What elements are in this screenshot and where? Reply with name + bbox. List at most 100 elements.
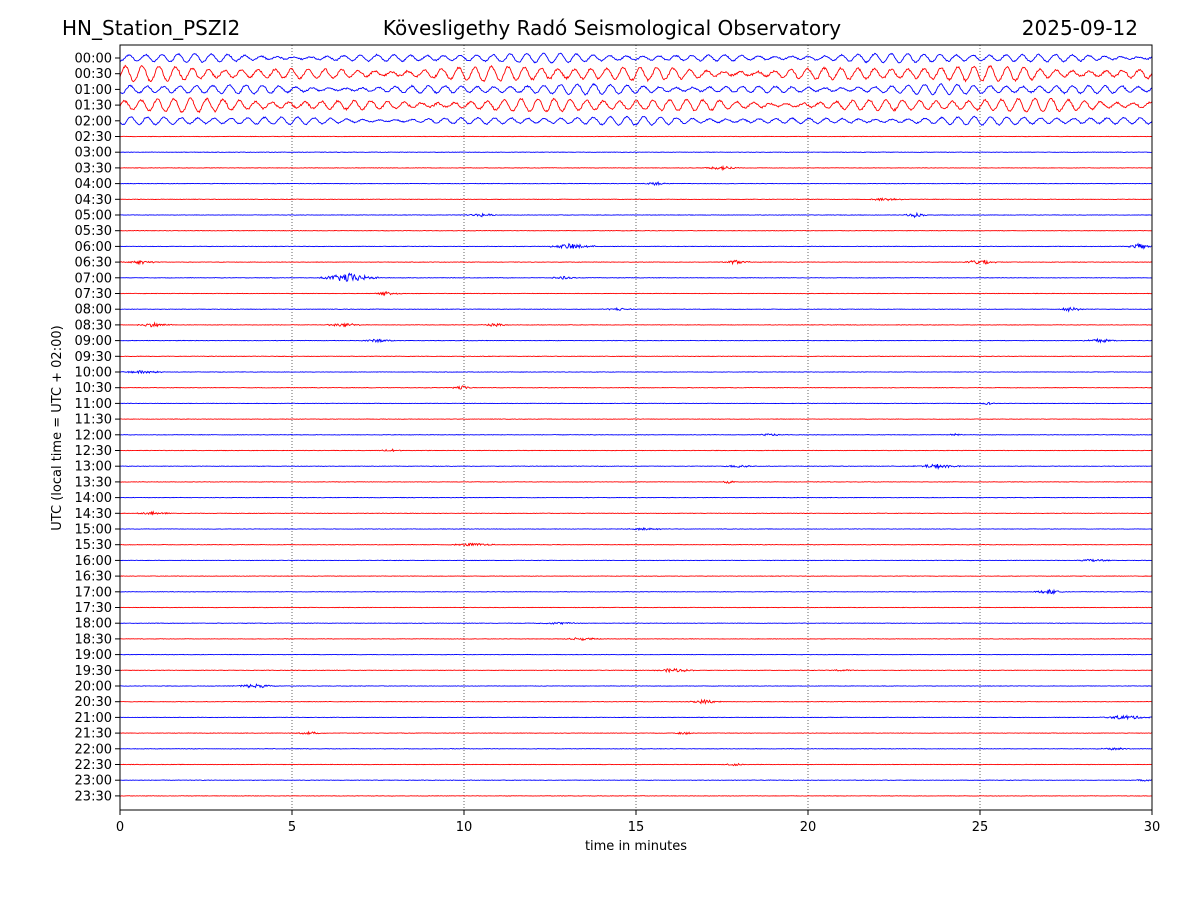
y-tick-label: 17:00 xyxy=(75,585,112,600)
y-tick-label: 14:30 xyxy=(75,507,112,522)
y-axis-label: UTC (local time = UTC + 02:00) xyxy=(50,325,65,530)
y-tick-label: 22:30 xyxy=(75,758,112,773)
y-tick-label: 03:00 xyxy=(75,146,112,161)
y-tick-label: 15:00 xyxy=(75,523,112,538)
y-tick-label: 11:30 xyxy=(75,413,112,428)
y-tick-label: 22:00 xyxy=(75,742,112,757)
trace-0430 xyxy=(119,197,1153,202)
trace-0830 xyxy=(119,321,1153,328)
y-tick-label: 17:30 xyxy=(75,601,112,616)
y-tick-label: 23:00 xyxy=(75,774,112,789)
y-tick-label: 11:00 xyxy=(75,397,112,412)
trace-1300 xyxy=(119,463,1153,471)
y-tick-label: 02:00 xyxy=(75,114,112,129)
trace-2200 xyxy=(119,747,1153,751)
y-tick-label: 07:00 xyxy=(75,271,112,286)
y-axis-ticks: 00:0000:3001:0001:3002:0002:3003:0003:30… xyxy=(75,52,120,804)
x-tick-label: 25 xyxy=(972,820,989,835)
y-tick-label: 13:00 xyxy=(75,460,112,475)
trace-0100 xyxy=(119,82,1153,96)
y-tick-label: 16:00 xyxy=(75,554,112,569)
trace-1600 xyxy=(119,558,1153,563)
y-tick-label: 04:00 xyxy=(75,177,112,192)
trace-1030 xyxy=(119,385,1153,390)
y-tick-label: 16:30 xyxy=(75,570,112,585)
y-tick-label: 05:30 xyxy=(75,224,112,239)
trace-1430 xyxy=(119,510,1153,516)
trace-2030 xyxy=(119,698,1153,705)
y-tick-label: 15:30 xyxy=(75,538,112,553)
trace-0500 xyxy=(119,211,1153,219)
y-tick-label: 13:30 xyxy=(75,475,112,490)
trace-1830 xyxy=(119,637,1153,641)
trace-0200 xyxy=(119,115,1153,126)
trace-2100 xyxy=(119,714,1153,721)
y-tick-label: 01:30 xyxy=(75,99,112,114)
trace-1230 xyxy=(119,448,1153,453)
y-tick-label: 06:00 xyxy=(75,240,112,255)
x-tick-label: 30 xyxy=(1144,820,1161,835)
y-tick-label: 21:00 xyxy=(75,711,112,726)
y-tick-label: 05:00 xyxy=(75,209,112,224)
station-name: HN_Station_PSZI2 xyxy=(62,16,241,40)
y-tick-label: 18:00 xyxy=(75,617,112,632)
x-tick-label: 10 xyxy=(456,820,473,835)
trace-0900 xyxy=(119,337,1153,344)
y-tick-label: 20:00 xyxy=(75,680,112,695)
seismogram-traces xyxy=(119,52,1153,797)
y-tick-label: 20:30 xyxy=(75,695,112,710)
x-tick-label: 0 xyxy=(116,820,124,835)
trace-1000 xyxy=(119,369,1153,375)
y-tick-label: 03:30 xyxy=(75,161,112,176)
y-tick-label: 09:00 xyxy=(75,334,112,349)
record-date: 2025-09-12 xyxy=(1021,16,1138,40)
y-tick-label: 07:30 xyxy=(75,287,112,302)
y-tick-label: 04:30 xyxy=(75,193,112,208)
y-tick-label: 00:00 xyxy=(75,52,112,67)
y-tick-label: 02:30 xyxy=(75,130,112,145)
trace-2300 xyxy=(119,779,1153,782)
trace-2130 xyxy=(119,730,1153,736)
x-tick-label: 20 xyxy=(800,820,817,835)
y-tick-label: 12:00 xyxy=(75,428,112,443)
trace-1930 xyxy=(119,667,1153,674)
trace-0800 xyxy=(119,306,1153,313)
y-tick-label: 01:00 xyxy=(75,83,112,98)
trace-1800 xyxy=(119,621,1153,626)
y-tick-label: 18:30 xyxy=(75,632,112,647)
trace-1100 xyxy=(119,401,1153,406)
x-tick-label: 15 xyxy=(628,820,645,835)
y-tick-label: 09:30 xyxy=(75,350,112,365)
grid-lines xyxy=(291,45,981,810)
trace-1530 xyxy=(119,542,1153,547)
y-tick-label: 21:30 xyxy=(75,727,112,742)
x-axis-label: time in minutes xyxy=(585,839,687,854)
y-tick-label: 10:30 xyxy=(75,381,112,396)
y-tick-label: 10:00 xyxy=(75,366,112,381)
observatory-title: Kövesligethy Radó Seismological Observat… xyxy=(382,16,842,40)
trace-1330 xyxy=(119,480,1153,485)
trace-0000 xyxy=(119,52,1153,64)
y-tick-label: 06:30 xyxy=(75,256,112,271)
x-tick-label: 5 xyxy=(288,820,296,835)
y-tick-label: 19:00 xyxy=(75,648,112,663)
trace-0130 xyxy=(119,97,1153,114)
y-tick-label: 19:30 xyxy=(75,664,112,679)
y-tick-label: 12:30 xyxy=(75,444,112,459)
trace-0600 xyxy=(119,242,1153,250)
trace-2230 xyxy=(119,762,1153,767)
trace-0630 xyxy=(119,259,1153,266)
x-axis-ticks: 0 5 10 15 20 25 30 xyxy=(116,810,1160,835)
trace-1200 xyxy=(119,432,1153,437)
y-tick-label: 08:30 xyxy=(75,318,112,333)
trace-1700 xyxy=(119,588,1153,596)
trace-0700 xyxy=(119,272,1153,282)
trace-1500 xyxy=(119,527,1153,531)
trace-0730 xyxy=(119,290,1153,297)
y-tick-label: 00:30 xyxy=(75,67,112,82)
trace-0330 xyxy=(119,164,1153,172)
trace-0030 xyxy=(119,64,1153,83)
y-tick-label: 08:00 xyxy=(75,303,112,318)
trace-0400 xyxy=(119,181,1153,187)
